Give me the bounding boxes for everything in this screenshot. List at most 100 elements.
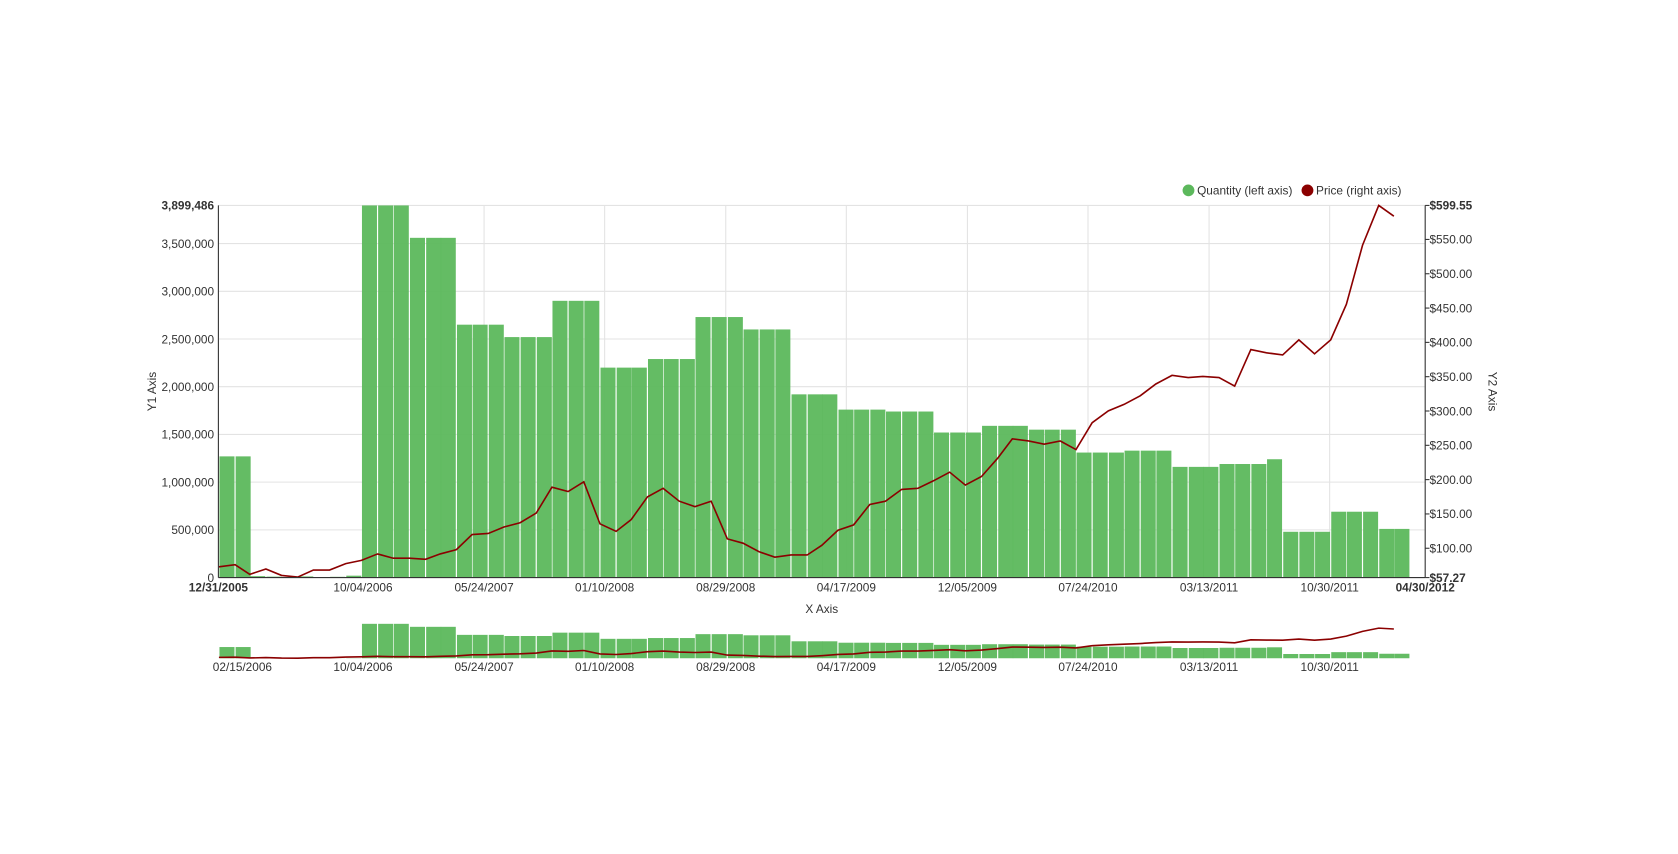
bar (568, 632, 584, 659)
y-tick-label: 1,500,000 (161, 428, 214, 442)
bar (870, 409, 886, 578)
bar (1299, 531, 1315, 578)
bar (235, 647, 251, 659)
bar (679, 638, 695, 659)
bar (1235, 647, 1251, 659)
bar (727, 634, 743, 659)
bar (616, 367, 632, 578)
bar (902, 411, 918, 578)
bar (1044, 429, 1060, 578)
bar (1219, 464, 1235, 578)
bar (1379, 528, 1395, 578)
y2-tick-label: $550.00 (1429, 233, 1472, 247)
x-tick-label: 04/17/2009 (817, 581, 877, 595)
bar (616, 638, 632, 659)
bar (1267, 459, 1283, 578)
bar (886, 642, 902, 659)
bar (520, 636, 536, 659)
bar (1203, 466, 1219, 578)
bar (472, 634, 488, 659)
bar (647, 359, 664, 578)
y2-tick-label: $100.00 (1429, 542, 1472, 556)
y-tick-label: 2,500,000 (161, 332, 214, 346)
bar (250, 576, 266, 578)
y-tick-label: 3,500,000 (161, 237, 214, 251)
bar (426, 237, 442, 578)
navigator-tick-label: 12/05/2009 (938, 660, 998, 674)
bar (1346, 652, 1362, 659)
bar (870, 642, 886, 659)
bar (219, 647, 235, 659)
bar (838, 642, 854, 659)
bar (1251, 464, 1267, 578)
y-tick-label: 2,000,000 (161, 380, 214, 394)
x-tick-label: 01/10/2008 (575, 581, 635, 595)
bar (807, 394, 823, 578)
bar (1267, 647, 1283, 659)
bar (456, 634, 472, 659)
bar (235, 456, 251, 578)
bar (1108, 646, 1124, 659)
bar (1203, 648, 1219, 659)
bar (759, 329, 775, 578)
x-tick-label: 10/04/2006 (333, 581, 393, 595)
bar (1315, 654, 1331, 659)
bar (950, 432, 966, 578)
bar (488, 634, 504, 659)
y2-tick-label: $150.00 (1429, 507, 1472, 521)
y2-tick-label: $57.27 (1429, 571, 1466, 585)
bar (1029, 429, 1045, 578)
bar (426, 626, 442, 659)
bar (791, 394, 807, 578)
bar (965, 432, 981, 578)
bar (1363, 652, 1379, 659)
bar (1331, 652, 1347, 659)
bar (600, 638, 616, 659)
bar (647, 638, 664, 659)
legend-label: Price (right axis) (1316, 184, 1402, 198)
y2-tick-label: $250.00 (1429, 439, 1472, 453)
bar (536, 337, 552, 578)
bar (1394, 528, 1410, 578)
bar (409, 237, 425, 578)
bar (1092, 452, 1108, 578)
bar (1124, 450, 1140, 578)
bar (1076, 646, 1092, 659)
navigator-tick-label: 05/24/2007 (454, 660, 513, 674)
bar (1379, 653, 1395, 659)
bar (584, 300, 600, 578)
bar (934, 432, 950, 578)
navigator-tick-label: 07/24/2010 (1058, 660, 1118, 674)
y2-tick-label: $450.00 (1429, 301, 1472, 315)
bar (695, 634, 711, 659)
x-tick-label: 03/13/2011 (1180, 581, 1238, 595)
navigator-tick-label: 10/30/2011 (1300, 660, 1358, 674)
navigator-tick-label: 02/15/2006 (213, 660, 273, 674)
y2-tick-label: $300.00 (1429, 404, 1472, 418)
x-tick-label: 04/30/2012 (1396, 581, 1456, 595)
bar (378, 623, 394, 659)
navigator-tick-label: 08/29/2008 (696, 660, 756, 674)
y2-tick-label: $200.00 (1429, 473, 1472, 487)
bar (536, 636, 552, 659)
bar (600, 367, 616, 578)
y2-axis-title: Y2 Axis (1486, 372, 1500, 412)
navigator-tick-label: 10/04/2006 (333, 660, 393, 674)
bar (504, 337, 520, 578)
x-tick-label: 12/31/2005 (189, 581, 249, 595)
bar (552, 632, 568, 659)
bar (965, 644, 981, 659)
bar (456, 324, 472, 578)
price-line (218, 204, 1395, 578)
bar (1346, 511, 1362, 578)
bar (982, 425, 998, 578)
bar (727, 317, 743, 578)
bar (743, 329, 759, 578)
bar (440, 626, 456, 659)
bar (520, 337, 536, 578)
legend-swatch (1301, 184, 1314, 197)
y-tick-label: 1,000,000 (161, 475, 214, 489)
bar (1394, 653, 1410, 659)
bar (1315, 531, 1331, 578)
bar (1124, 646, 1140, 659)
